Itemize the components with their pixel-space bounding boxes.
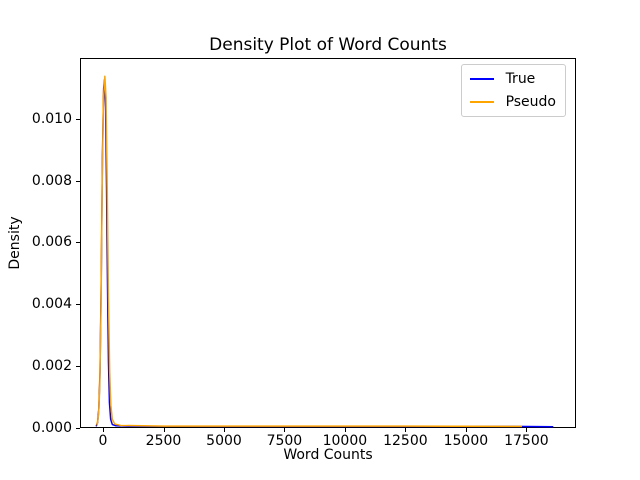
density-curves — [95, 75, 554, 428]
x-tick-mark — [344, 428, 346, 432]
x-tick-label: 15000 — [443, 433, 489, 449]
x-tick-label: 2500 — [145, 433, 182, 449]
x-tick-mark — [526, 428, 528, 432]
y-tick-mark — [76, 366, 80, 368]
chart-title: Density Plot of Word Counts — [209, 35, 447, 55]
x-tick-label: 10000 — [322, 433, 368, 449]
x-tick-mark — [163, 428, 165, 432]
legend-entry-true: True — [469, 71, 556, 87]
x-tick-label: 17500 — [504, 433, 549, 449]
x-tick-mark — [224, 428, 225, 432]
series-line-true — [95, 78, 554, 428]
x-tick-mark — [103, 428, 104, 432]
x-tick-label: 12500 — [383, 433, 428, 449]
x-tick-label: 5000 — [206, 433, 242, 449]
x-tick-label: 0 — [98, 433, 108, 449]
x-tick-label: 7500 — [266, 433, 303, 449]
x-axis-label: Word Counts — [283, 447, 373, 463]
legend-label-true: True — [505, 71, 536, 87]
y-axis-label: Density — [7, 216, 23, 270]
legend-line-pseudo-icon — [469, 100, 494, 104]
series-line-pseudo — [96, 75, 522, 428]
y-tick-label: 0.000 — [31, 420, 72, 436]
y-tick-mark — [76, 180, 80, 182]
x-tick-mark — [284, 428, 286, 432]
y-tick-label: 0.010 — [31, 110, 72, 127]
x-tick-mark — [405, 428, 407, 432]
legend-label-pseudo: Pseudo — [505, 94, 556, 110]
y-tick-label: 0.008 — [31, 172, 72, 189]
y-tick-mark — [76, 428, 80, 429]
y-tick-label: 0.004 — [31, 296, 72, 313]
y-tick-mark — [76, 304, 80, 306]
y-tick-label: 0.002 — [31, 358, 72, 375]
legend-entry-pseudo: Pseudo — [469, 94, 556, 110]
plot-area: True Pseudo — [80, 58, 576, 428]
legend: True Pseudo — [460, 64, 566, 117]
y-tick-mark — [76, 242, 80, 244]
y-tick-mark — [76, 118, 80, 120]
legend-line-true-icon — [469, 77, 494, 81]
x-tick-mark — [465, 428, 467, 432]
y-tick-label: 0.006 — [31, 234, 72, 251]
